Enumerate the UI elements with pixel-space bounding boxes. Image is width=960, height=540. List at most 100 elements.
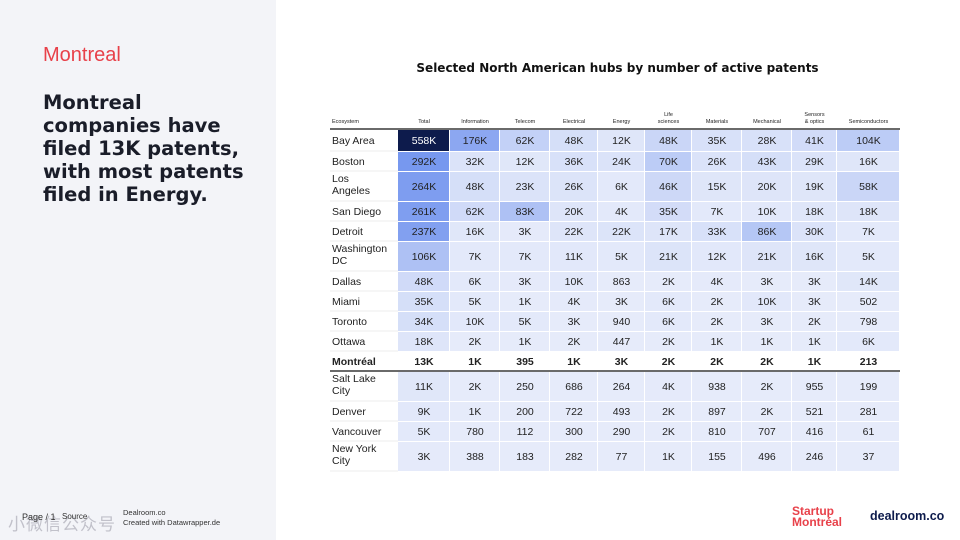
data-cell	[398, 332, 449, 351]
data-cell	[692, 422, 741, 441]
startup-logo-line-1: Startup	[792, 504, 834, 518]
data-cell	[837, 242, 899, 271]
cell-value: 2K	[662, 276, 675, 288]
data-cell	[598, 372, 644, 401]
data-cell	[792, 402, 836, 421]
cell-value: 237K	[412, 226, 437, 238]
cell-value: 48K	[466, 181, 485, 193]
data-cell	[450, 332, 499, 351]
data-cell	[398, 172, 449, 201]
cell-value: 4K	[711, 276, 724, 288]
data-cell	[837, 312, 899, 331]
data-cell	[645, 152, 691, 171]
cell-value: 2K	[469, 336, 482, 348]
cell-value: 264	[613, 381, 631, 393]
data-cell	[742, 202, 791, 221]
section-title: Montreal	[43, 44, 121, 66]
data-cell	[500, 222, 549, 241]
data-cell	[550, 332, 597, 351]
cell-value: 41K	[805, 135, 824, 147]
data-cell	[500, 402, 549, 421]
data-cell	[742, 372, 791, 401]
data-cell	[598, 272, 644, 291]
cell-value: 5K	[862, 251, 875, 263]
data-cell	[398, 272, 449, 291]
data-cell	[837, 442, 899, 471]
data-cell	[645, 402, 691, 421]
cell-value: 6K	[615, 181, 628, 193]
row-label: Dallas	[332, 276, 361, 288]
headline: Montreal companies have filed 13K patent…	[43, 91, 244, 206]
cell-value: 5K	[418, 426, 431, 438]
cell-value: 16K	[466, 226, 485, 238]
cell-value: 3K	[761, 276, 774, 288]
cell-value: 290	[613, 426, 631, 438]
cell-value: 7K	[519, 251, 532, 263]
data-cell	[792, 332, 836, 351]
data-cell	[742, 272, 791, 291]
cell-value: 34K	[415, 316, 434, 328]
data-cell	[598, 442, 644, 471]
cell-value: 12K	[516, 156, 535, 168]
data-cell	[550, 152, 597, 171]
cell-value: 48K	[659, 135, 678, 147]
cell-value: 10K	[466, 316, 485, 328]
data-cell	[692, 402, 741, 421]
data-cell	[450, 152, 499, 171]
row-label: Denver	[332, 406, 366, 418]
cell-value: 18K	[859, 206, 878, 218]
column-header: Ecosystem	[332, 119, 359, 125]
column-header: Total	[418, 119, 430, 125]
cell-value: 938	[708, 381, 726, 393]
cell-value: 3K	[808, 296, 821, 308]
cell-value: 897	[708, 406, 726, 418]
cell-value: 183	[516, 451, 534, 463]
cell-value: 707	[758, 426, 776, 438]
cell-value: 35K	[659, 206, 678, 218]
data-cell	[500, 332, 549, 351]
cell-value: 112	[517, 426, 534, 438]
cell-value: 10K	[565, 276, 584, 288]
data-cell	[550, 272, 597, 291]
cell-value: 16K	[805, 251, 824, 263]
chart-title: Selected North American hubs by number o…	[416, 61, 819, 75]
data-cell	[692, 272, 741, 291]
data-cell	[837, 152, 899, 171]
data-cell	[398, 372, 449, 401]
data-cell	[500, 442, 549, 471]
data-cell	[645, 352, 691, 371]
cell-value: 62K	[466, 206, 485, 218]
cell-value: 388	[466, 451, 484, 463]
row-label: San Diego	[332, 206, 381, 218]
cell-value: 35K	[708, 135, 727, 147]
data-cell	[500, 372, 549, 401]
data-cell	[500, 292, 549, 311]
data-cell	[837, 292, 899, 311]
data-cell	[398, 202, 449, 221]
row-label: New York	[332, 443, 377, 455]
cell-value: 83K	[516, 206, 535, 218]
cell-value: 43K	[758, 156, 777, 168]
data-cell	[692, 222, 741, 241]
data-cell	[500, 352, 549, 371]
cell-value: 261K	[412, 206, 437, 218]
source-line-1: Dealroom.co	[123, 508, 166, 517]
cell-value: 48K	[415, 276, 434, 288]
cell-value: 416	[806, 426, 824, 438]
cell-value: 2K	[760, 356, 774, 368]
data-cell	[792, 372, 836, 401]
data-cell	[450, 402, 499, 421]
cell-value: 3K	[761, 316, 774, 328]
cell-value: 30K	[805, 226, 824, 238]
cell-value: 282	[565, 451, 583, 463]
data-cell	[500, 202, 549, 221]
data-cell	[692, 292, 741, 311]
cell-value: 250	[516, 381, 534, 393]
row-label: Salt Lake	[332, 373, 376, 385]
data-cell	[742, 242, 791, 271]
row-label: DC	[332, 255, 348, 267]
data-cell	[550, 422, 597, 441]
data-cell	[837, 422, 899, 441]
data-cell	[837, 202, 899, 221]
cell-value: 17K	[659, 226, 678, 238]
